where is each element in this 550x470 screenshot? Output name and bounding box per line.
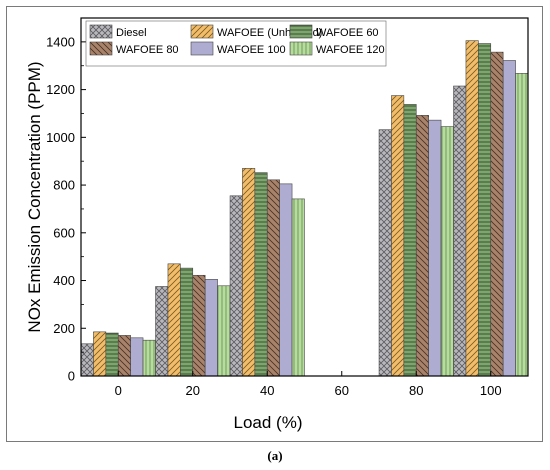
legend-swatch-wafoee-80 xyxy=(89,41,113,56)
y-tick-label: 1200 xyxy=(46,82,75,97)
nox-bar-chart: 0 200 400 600 800 1000 1200 1400 0 20 40 60 80 100 L… xyxy=(25,17,529,432)
bar-wafoee-unheated-load-40 xyxy=(242,168,256,377)
bars-layer xyxy=(80,40,529,377)
legend-label-wafoee-100: WAFOEE 100 xyxy=(217,44,286,56)
bar-wafoee-80-load-80 xyxy=(415,115,429,377)
legend-label-wafoee-80: WAFOEE 80 xyxy=(116,44,179,56)
bar-wafoee-80-load-0 xyxy=(117,335,131,377)
bar-diesel-load-40 xyxy=(229,195,243,377)
bar-wafoee-60-load-40 xyxy=(254,172,268,377)
bar-wafoee-unheated-load-20 xyxy=(167,263,181,377)
bar-wafoee-120-load-40 xyxy=(291,198,305,377)
bar-wafoee-100-load-20 xyxy=(204,279,218,377)
x-tick-label: 40 xyxy=(260,383,274,398)
legend-swatch-wafoee-60 xyxy=(289,24,313,39)
x-tick-label: 60 xyxy=(335,383,349,398)
bar-wafoee-80-load-20 xyxy=(192,274,206,377)
bar-diesel-load-20 xyxy=(155,286,169,377)
bar-wafoee-unheated-load-80 xyxy=(391,95,405,377)
bar-wafoee-100-load-100 xyxy=(502,60,516,377)
bar-wafoee-120-load-80 xyxy=(440,126,454,377)
y-tick-label: 1000 xyxy=(46,130,75,145)
x-axis-ticks: 0 20 40 60 80 100 xyxy=(115,371,502,398)
y-tick-label: 400 xyxy=(53,273,75,288)
x-tick-label: 20 xyxy=(186,383,200,398)
y-axis-ticks: 0 200 400 600 800 1000 1200 1400 xyxy=(46,34,86,384)
bar-wafoee-unheated-load-100 xyxy=(465,40,479,377)
bar-wafoee-100-load-80 xyxy=(428,119,442,377)
figure-caption: (a) xyxy=(267,448,283,463)
bar-wafoee-120-load-20 xyxy=(217,285,231,377)
x-tick-label: 100 xyxy=(480,383,502,398)
bar-wafoee-60-load-100 xyxy=(478,43,492,377)
y-tick-label: 200 xyxy=(53,321,75,336)
bar-wafoee-unheated-load-0 xyxy=(93,331,107,377)
bar-wafoee-120-load-100 xyxy=(515,73,529,377)
y-tick-label: 0 xyxy=(68,369,75,384)
plot-area-frame xyxy=(80,17,529,377)
legend-swatch-wafoee-unheated xyxy=(190,24,214,39)
y-tick-label: 1400 xyxy=(46,34,75,49)
bar-diesel-load-100 xyxy=(453,85,467,377)
legend-label-diesel: Diesel xyxy=(116,27,147,39)
bar-diesel-load-0 xyxy=(80,343,94,377)
legend-swatch-wafoee-100 xyxy=(190,41,214,56)
legend-label-wafoee-120: WAFOEE 120 xyxy=(316,44,385,56)
bar-wafoee-80-load-100 xyxy=(490,51,504,377)
y-axis-label: NOx Emission Concentration (PPM) xyxy=(25,61,44,332)
x-tick-label: 0 xyxy=(115,383,122,398)
bar-wafoee-80-load-40 xyxy=(266,179,280,377)
bar-wafoee-100-load-40 xyxy=(279,183,293,377)
legend-box xyxy=(85,20,387,67)
x-tick-label: 80 xyxy=(409,383,423,398)
x-axis-label: Load (%) xyxy=(234,413,303,432)
figure-frame xyxy=(6,6,543,442)
bar-wafoee-100-load-0 xyxy=(130,337,144,377)
bar-wafoee-60-load-0 xyxy=(105,332,119,377)
bar-wafoee-60-load-80 xyxy=(403,104,417,377)
bar-wafoee-60-load-20 xyxy=(180,267,194,377)
bar-diesel-load-80 xyxy=(378,129,392,377)
bar-wafoee-120-load-0 xyxy=(142,339,156,377)
legend-label-wafoee-60: WAFOEE 60 xyxy=(316,27,379,39)
legend-swatch-wafoee-120 xyxy=(289,41,313,56)
y-tick-label: 800 xyxy=(53,178,75,193)
legend-swatch-diesel xyxy=(89,24,113,39)
y-tick-label: 600 xyxy=(53,225,75,240)
